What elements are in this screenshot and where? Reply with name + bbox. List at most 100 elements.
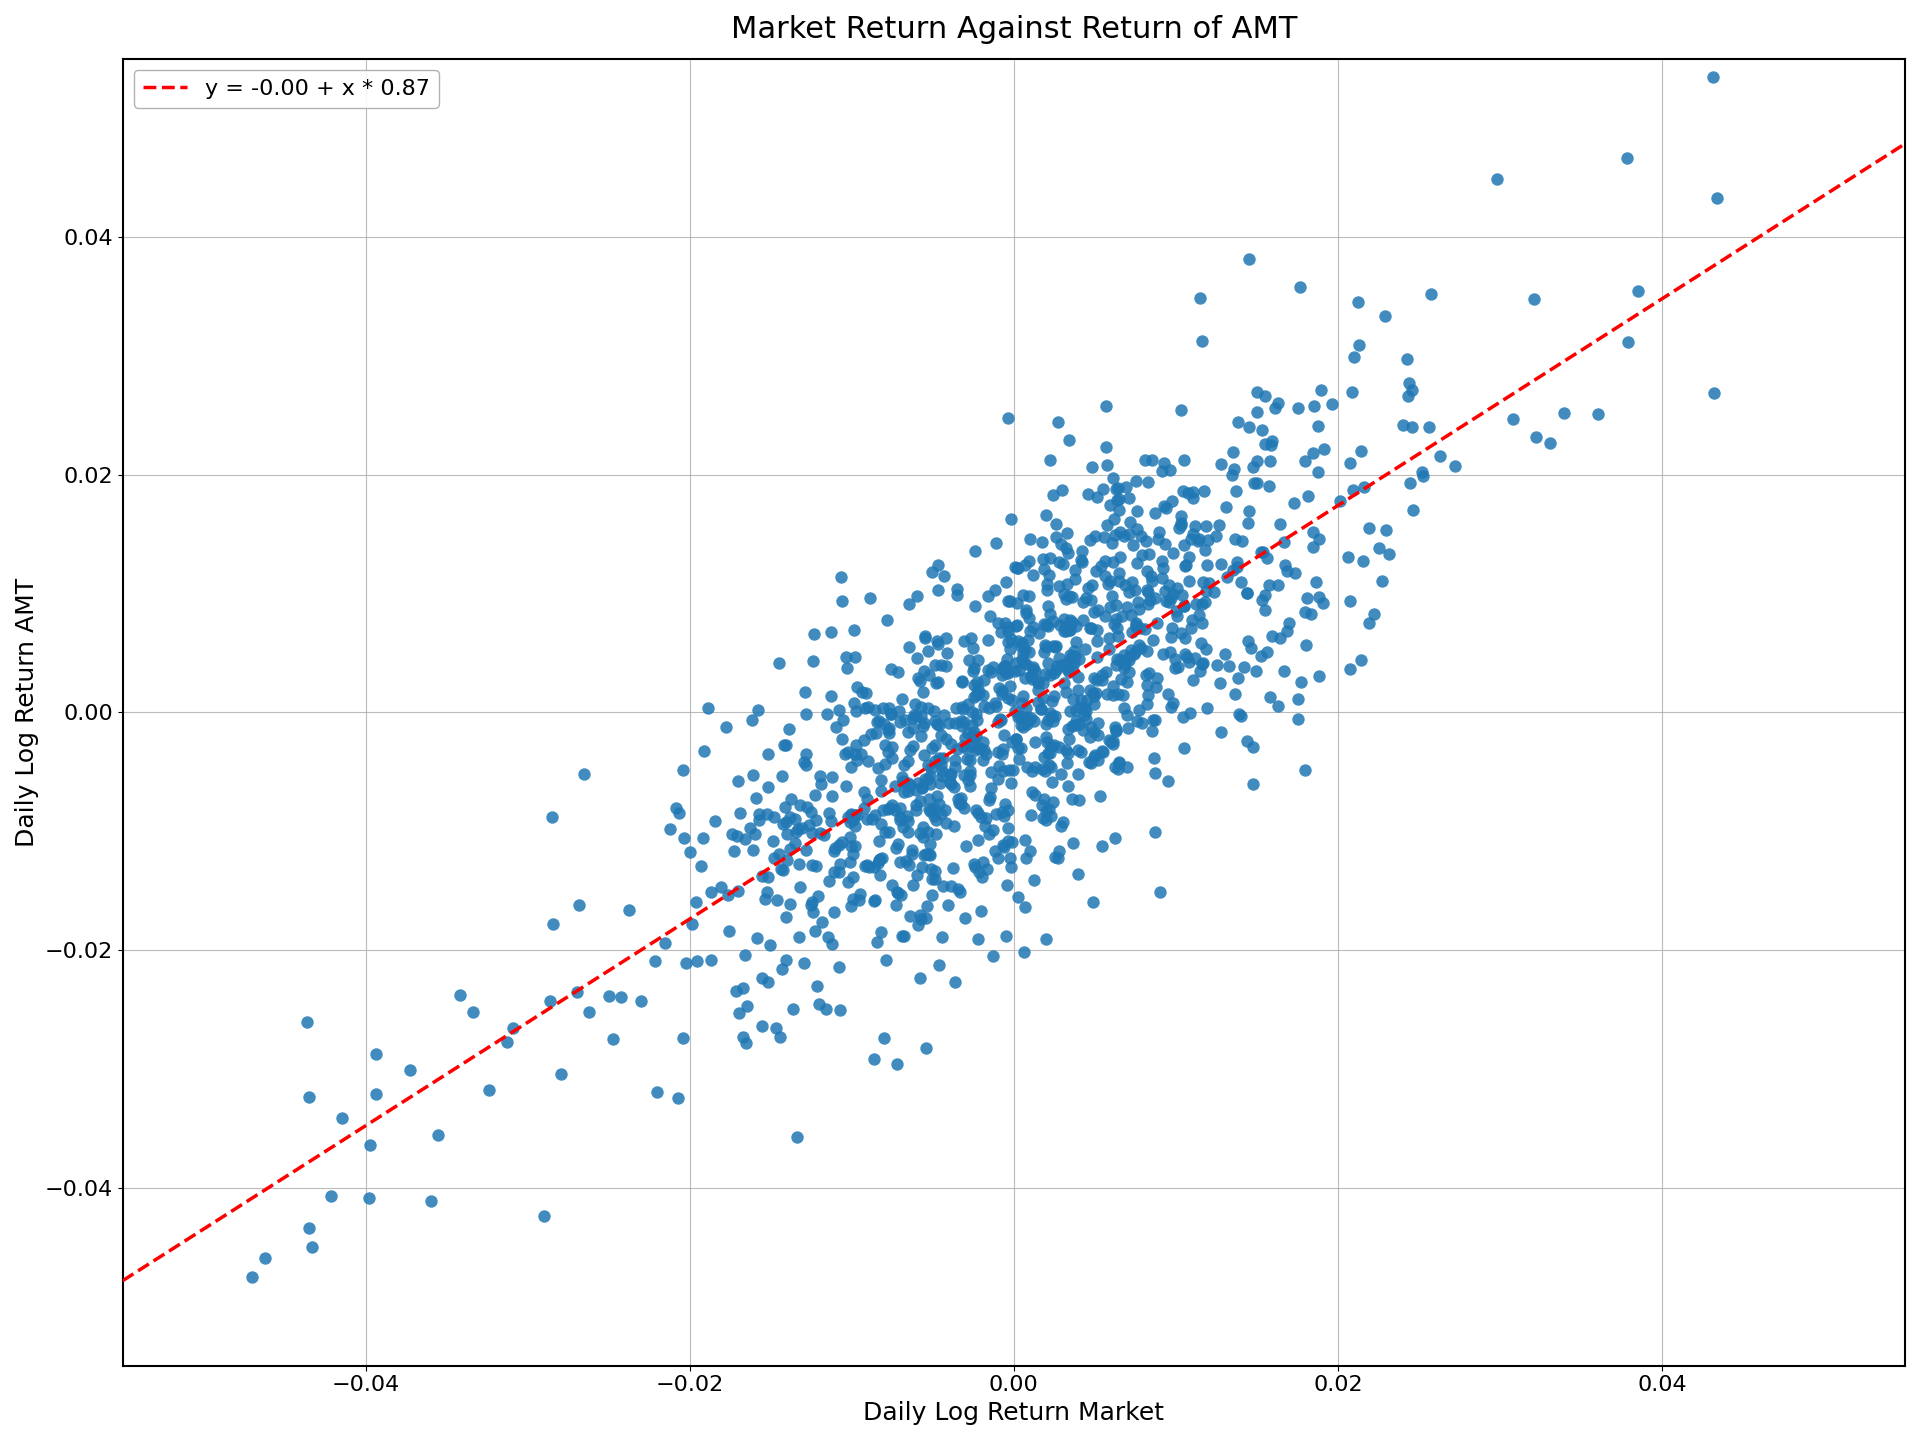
- Point: [1119, 612, 1150, 635]
- Point: [904, 966, 935, 989]
- Point: [824, 834, 854, 857]
- Point: [916, 756, 947, 779]
- Point: [849, 729, 879, 752]
- Point: [1091, 454, 1121, 477]
- Point: [924, 953, 954, 976]
- Point: [833, 871, 864, 894]
- Point: [912, 639, 943, 662]
- Point: [987, 742, 1018, 765]
- Point: [1240, 660, 1271, 683]
- Point: [1004, 704, 1035, 727]
- Point: [1102, 720, 1133, 743]
- Point: [1020, 660, 1050, 683]
- Point: [1035, 448, 1066, 471]
- Point: [1156, 586, 1187, 609]
- Point: [854, 723, 885, 746]
- Point: [720, 979, 751, 1002]
- Point: [883, 661, 914, 684]
- Point: [1121, 500, 1152, 523]
- Point: [1165, 397, 1196, 420]
- Point: [864, 848, 895, 871]
- Point: [1169, 626, 1200, 649]
- Point: [1229, 655, 1260, 678]
- Point: [1121, 710, 1152, 733]
- Point: [1250, 432, 1281, 455]
- Point: [864, 863, 895, 886]
- Point: [935, 770, 966, 793]
- Point: [1140, 762, 1171, 785]
- Point: [960, 798, 991, 821]
- Point: [1334, 590, 1365, 613]
- Point: [1031, 799, 1062, 822]
- Point: [292, 1009, 323, 1032]
- Point: [1008, 716, 1039, 739]
- Point: [1031, 711, 1062, 734]
- Point: [816, 809, 847, 832]
- Point: [968, 694, 998, 717]
- Point: [1263, 392, 1294, 415]
- Point: [887, 688, 918, 711]
- Point: [912, 894, 943, 917]
- Point: [1060, 710, 1091, 733]
- Point: [1298, 395, 1329, 418]
- Point: [1119, 641, 1150, 664]
- Point: [1044, 840, 1075, 863]
- Point: [1440, 454, 1471, 477]
- Point: [1094, 638, 1125, 661]
- Point: [1309, 438, 1340, 461]
- Point: [995, 636, 1025, 660]
- Point: [839, 647, 870, 670]
- Point: [670, 952, 701, 975]
- Point: [1150, 589, 1181, 612]
- Point: [1407, 459, 1438, 482]
- Point: [1622, 279, 1653, 302]
- Point: [1008, 583, 1039, 606]
- Point: [874, 697, 904, 720]
- Point: [1023, 622, 1054, 645]
- Point: [728, 1025, 758, 1048]
- Point: [1110, 575, 1140, 598]
- Point: [1050, 537, 1081, 560]
- Point: [828, 708, 858, 732]
- Point: [952, 747, 983, 770]
- Point: [824, 861, 854, 884]
- Point: [1044, 533, 1075, 556]
- Point: [743, 698, 774, 721]
- Point: [847, 680, 877, 703]
- Point: [394, 1058, 424, 1081]
- Point: [1140, 612, 1171, 635]
- Point: [1125, 524, 1156, 547]
- Point: [1033, 798, 1064, 821]
- Point: [1187, 631, 1217, 654]
- Point: [1035, 734, 1066, 757]
- Point: [1081, 618, 1112, 641]
- Point: [1010, 828, 1041, 851]
- Point: [804, 992, 835, 1015]
- Point: [922, 629, 952, 652]
- Point: [826, 564, 856, 588]
- Point: [1010, 652, 1041, 675]
- Point: [1162, 576, 1192, 599]
- Point: [912, 753, 943, 776]
- Point: [887, 765, 918, 788]
- Point: [1041, 845, 1071, 868]
- Point: [910, 768, 941, 791]
- Point: [1106, 668, 1137, 691]
- Point: [1052, 651, 1083, 674]
- Point: [1114, 580, 1144, 603]
- Point: [1010, 697, 1041, 720]
- Point: [730, 1032, 760, 1056]
- Point: [1292, 484, 1323, 507]
- Point: [1154, 590, 1185, 613]
- Point: [1112, 670, 1142, 693]
- Point: [912, 819, 943, 842]
- Point: [924, 749, 954, 772]
- Point: [945, 880, 975, 903]
- Point: [1213, 654, 1244, 677]
- Point: [1235, 500, 1265, 523]
- Point: [914, 798, 945, 821]
- Point: [422, 1123, 453, 1146]
- Point: [897, 838, 927, 861]
- Point: [1613, 331, 1644, 354]
- Point: [914, 832, 945, 855]
